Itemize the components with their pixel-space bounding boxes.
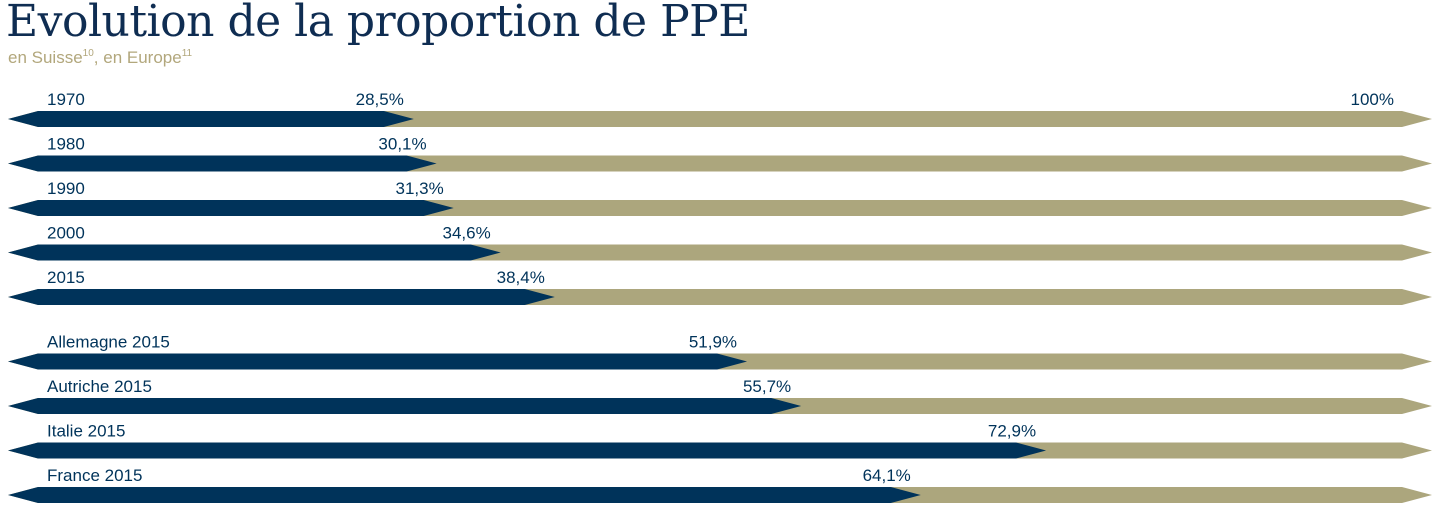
- bar-value: [8, 244, 501, 261]
- bar-value: [8, 200, 454, 216]
- subtitle-part-europe: , en Europe: [93, 48, 182, 67]
- bar-value: [8, 442, 1047, 459]
- category-label: 1980: [47, 135, 85, 154]
- data-label: 55,7%: [743, 377, 791, 396]
- footnote-ref-11: 11: [181, 48, 193, 59]
- data-label: 28,5%: [356, 90, 404, 109]
- category-label: 1990: [47, 179, 85, 198]
- category-label: Italie 2015: [47, 422, 125, 441]
- subtitle-part-switzerland: en Suisse: [8, 48, 83, 67]
- category-label: France 2015: [47, 466, 142, 485]
- category-label: 2015: [47, 268, 85, 287]
- data-label: 31,3%: [396, 179, 444, 198]
- category-label: 2000: [47, 224, 85, 243]
- data-label: 38,4%: [497, 268, 545, 287]
- bar-value: [8, 353, 748, 370]
- bar-value: [8, 111, 414, 127]
- category-label: Autriche 2015: [47, 377, 152, 396]
- total-label: 100%: [1351, 90, 1394, 109]
- bar-value: [8, 398, 802, 414]
- data-label: 34,6%: [443, 224, 491, 243]
- bar-value: [8, 289, 555, 305]
- bar-value: [8, 487, 921, 503]
- data-label: 30,1%: [378, 135, 426, 154]
- data-label: 72,9%: [988, 422, 1036, 441]
- chart-title: Evolution de la proportion de PPE: [6, 0, 750, 47]
- data-label: 51,9%: [689, 333, 737, 352]
- bar-value: [8, 155, 437, 172]
- category-label: Allemagne 2015: [47, 333, 170, 352]
- footnote-ref-10: 10: [82, 48, 94, 59]
- chart-subtitle: en Suisse10, en Europe11: [8, 48, 192, 68]
- category-label: 1970: [47, 90, 85, 109]
- data-label: 64,1%: [863, 466, 911, 485]
